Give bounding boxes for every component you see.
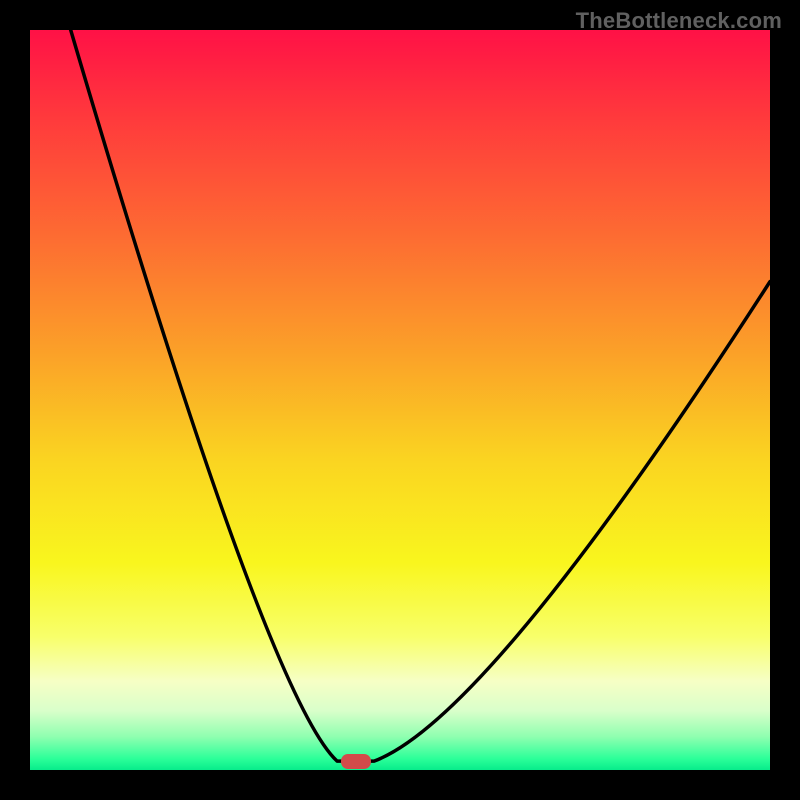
valley-cap: [341, 754, 371, 769]
plot-area: [30, 30, 770, 770]
gradient-background: [30, 30, 770, 770]
chart-container: TheBottleneck.com: [0, 0, 800, 800]
